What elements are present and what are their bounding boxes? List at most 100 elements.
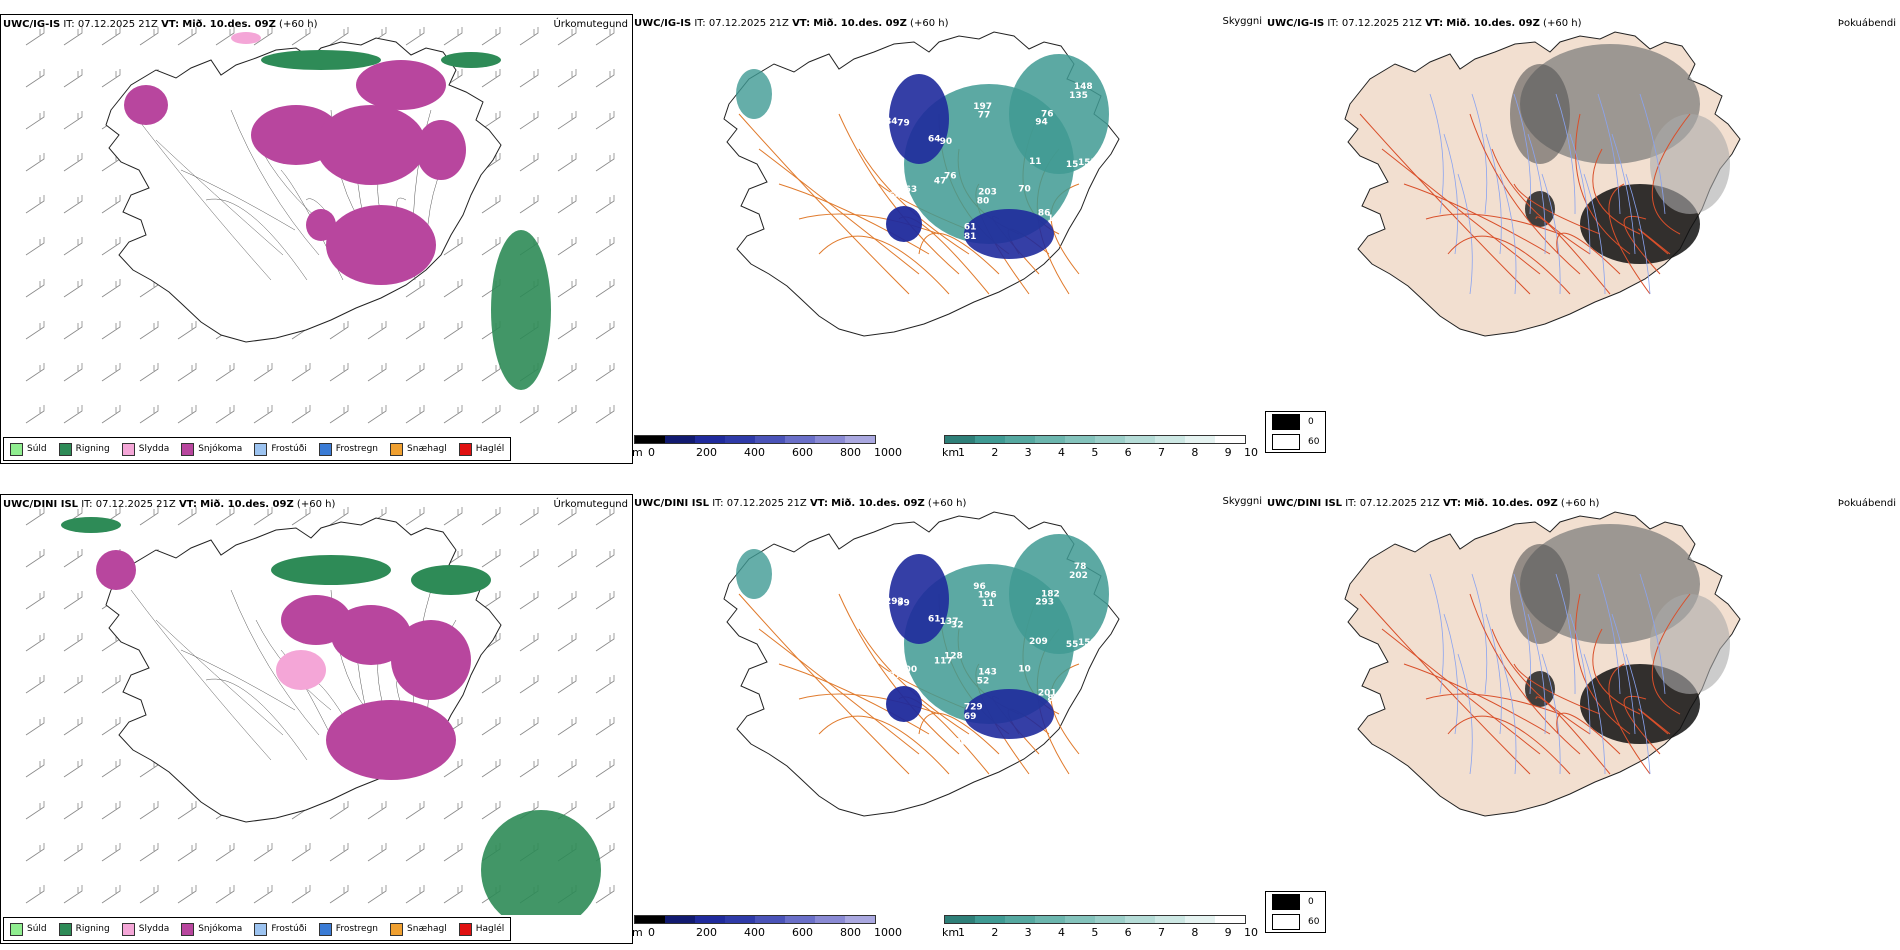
- wind-barb: [25, 111, 45, 130]
- visibility-value: 159: [1078, 638, 1097, 648]
- wind-barb: [101, 885, 121, 904]
- visibility-value: 96: [973, 582, 986, 592]
- colorbar-tick: 2: [991, 926, 999, 939]
- precip-type-label: Úrkomutegund: [553, 19, 628, 30]
- visibility-value: 85: [1047, 694, 1060, 704]
- vt-label: VT:: [809, 498, 828, 509]
- colorbar-tick: 7: [1158, 446, 1165, 459]
- visibility-map: 11 70 80 47 64 197 76 155 13 81 64 84 24 148 160 125 203…: [723, 31, 1146, 337]
- wind-barb: [557, 633, 577, 652]
- panel-title: UWC/DINI ISL IT: 07.12.2025 21Z VT: Mið.…: [3, 499, 335, 510]
- river-line: [1597, 573, 1621, 695]
- fog-key-label: 60: [1308, 917, 1320, 927]
- wind-barb: [215, 843, 235, 862]
- fog-indicator-panel: UWC/IG-IS IT: 07.12.2025 21Z VT: Mið. 10…: [1265, 14, 1898, 404]
- wind-barb: [405, 27, 425, 46]
- colorbar-cell: [1065, 916, 1095, 923]
- colorbar-tick: 600: [792, 446, 813, 459]
- wind-barb: [595, 27, 615, 46]
- river-line: [1457, 173, 1473, 295]
- wind-barb: [177, 363, 197, 382]
- visibility-value: 10: [1018, 665, 1031, 675]
- colorbar-cell: [1005, 916, 1035, 923]
- wind-barb: [101, 759, 121, 778]
- legend-swatch: [254, 922, 268, 936]
- river-line: [1499, 173, 1517, 295]
- precip-map: [25, 27, 615, 424]
- road-line: [1592, 148, 1641, 235]
- colorbar-cell: [665, 916, 695, 923]
- visibility-value: 23: [1064, 719, 1077, 729]
- visibility-value: 117: [1115, 643, 1134, 653]
- rain-area: [441, 52, 501, 68]
- visibility-value: 74: [852, 677, 865, 687]
- wind-barb: [101, 195, 121, 214]
- colorbar-cell: [1185, 916, 1215, 923]
- road-line: [1623, 215, 1661, 275]
- legend-item: Snæhagl: [390, 442, 447, 456]
- panel-title: UWC/DINI ISL IT: 07.12.2025 21Z VT: Mið.…: [634, 498, 966, 509]
- wind-barb: [291, 363, 311, 382]
- visibility-value: 24: [965, 66, 978, 76]
- wind-barb: [481, 111, 501, 130]
- wind-barb: [25, 633, 45, 652]
- visibility-value: 196: [978, 591, 997, 601]
- rain-area: [481, 810, 601, 915]
- colorbar-tick: 600: [792, 926, 813, 939]
- colorbar-tick: 1000: [874, 446, 902, 459]
- visibility-value: 55: [1066, 640, 1079, 650]
- river-line: [1429, 93, 1444, 215]
- colorbar-cell: [1095, 916, 1125, 923]
- wind-barb: [25, 885, 45, 904]
- visibility-value: 148: [1074, 82, 1093, 92]
- colorbar-tick: 200: [696, 926, 717, 939]
- snow-area: [356, 60, 446, 110]
- wind-barb: [481, 549, 501, 568]
- visibility-value: 137: [940, 617, 959, 627]
- wind-barb: [519, 675, 539, 694]
- colorbar-unit: m: [632, 446, 643, 459]
- model-name: UWC/DINI ISL: [1267, 498, 1343, 509]
- colorbar-cell: [975, 436, 1005, 443]
- wind-barb: [595, 405, 615, 424]
- fog-key-row: 60: [1266, 912, 1325, 932]
- colorbar-unit: km: [942, 926, 960, 939]
- road-line: [205, 198, 308, 281]
- visibility-value: 13: [1047, 214, 1060, 224]
- visibility-value: 155: [1078, 158, 1097, 168]
- it-value: 07.12.2025 21Z: [708, 18, 789, 29]
- visibility-value: 64: [889, 191, 902, 201]
- wind-barb: [329, 801, 349, 820]
- fog-key-swatch: [1272, 914, 1300, 930]
- wind-barb: [101, 321, 121, 340]
- vt-value: Mið. 10.des. 09Z: [1464, 498, 1558, 509]
- wind-barb: [291, 405, 311, 424]
- wind-barb: [519, 27, 539, 46]
- wind-barb: [139, 27, 159, 46]
- legend-swatch: [458, 442, 472, 456]
- wind-barb: [63, 675, 83, 694]
- road-line: [1447, 235, 1571, 295]
- colorbar-cell: [785, 916, 815, 923]
- wind-barb: [443, 759, 463, 778]
- rain-area: [61, 517, 121, 533]
- river-line: [1443, 133, 1459, 255]
- road-line: [155, 619, 284, 736]
- legend-label: Súld: [27, 444, 47, 454]
- wind-barb: [595, 675, 615, 694]
- wind-barb: [139, 801, 159, 820]
- legend-item: Frostregn: [318, 442, 378, 456]
- road-line: [1469, 593, 1581, 755]
- snow-area: [124, 85, 168, 125]
- wind-barb: [177, 405, 197, 424]
- wind-barb: [25, 237, 45, 256]
- wind-barb: [557, 27, 577, 46]
- legend-item: Frostúði: [254, 442, 307, 456]
- wind-barb: [405, 843, 425, 862]
- road-line: [1469, 113, 1581, 275]
- wind-barb: [519, 69, 539, 88]
- wind-barb: [519, 195, 539, 214]
- road-line: [1592, 628, 1641, 715]
- road-line: [1513, 183, 1601, 235]
- wind-barb: [443, 405, 463, 424]
